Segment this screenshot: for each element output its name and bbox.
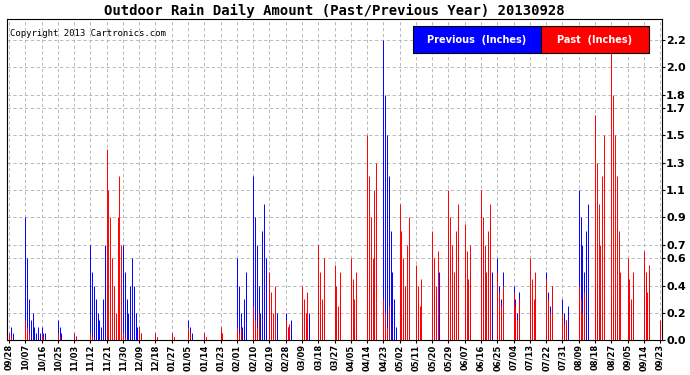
Text: Previous  (Inches): Previous (Inches)	[427, 34, 526, 45]
FancyBboxPatch shape	[413, 26, 541, 53]
Title: Outdoor Rain Daily Amount (Past/Previous Year) 20130928: Outdoor Rain Daily Amount (Past/Previous…	[104, 4, 565, 18]
Text: Past  (Inches): Past (Inches)	[558, 34, 632, 45]
Text: Copyright 2013 Cartronics.com: Copyright 2013 Cartronics.com	[10, 29, 166, 38]
FancyBboxPatch shape	[541, 26, 649, 53]
